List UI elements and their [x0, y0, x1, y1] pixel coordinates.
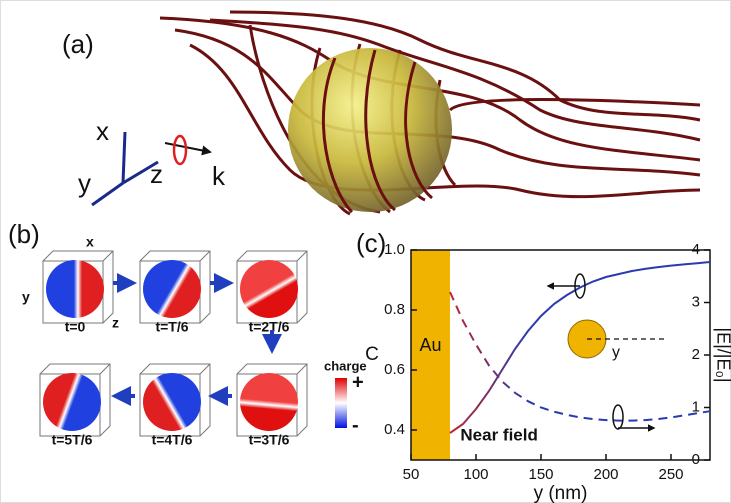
y2-tick-label: 3 [692, 293, 700, 310]
axis-label: z [150, 159, 163, 189]
y2-tick-label: 2 [692, 346, 700, 363]
annotation: Near field [460, 425, 537, 444]
axis-label: x [96, 116, 109, 146]
y-tick-label: 0.8 [384, 301, 405, 318]
y-tick-label: 0.4 [384, 421, 405, 438]
frame-label: t=5T/6 [52, 432, 93, 448]
y-tick-label: 1.0 [384, 241, 405, 258]
x-tick-label: 150 [528, 466, 553, 483]
y-tick-label: 0.6 [384, 361, 405, 378]
frame-label: t=T/6 [155, 319, 188, 335]
frame-label: t=2T/6 [249, 319, 290, 335]
axis-label: y [22, 289, 30, 305]
charge-sphere [240, 373, 298, 431]
panel-label: (a) [62, 29, 94, 59]
charge-sphere [46, 260, 104, 318]
panel-label: (b) [8, 219, 40, 249]
frame-label: t=3T/6 [249, 432, 290, 448]
frame-label: t=0 [65, 319, 86, 335]
axis-label: x [86, 234, 94, 250]
colorbar [335, 378, 347, 428]
panel-label: (c) [356, 228, 386, 258]
k-label: k [212, 161, 226, 191]
colorbar-max: + [352, 371, 364, 393]
y-axis-label: C [365, 344, 379, 365]
charge-sphere [143, 260, 201, 318]
frame-label: t=4T/6 [152, 432, 193, 448]
x-tick-label: 50 [403, 466, 420, 483]
axis-label: z [112, 315, 119, 331]
charge-sphere [43, 373, 101, 431]
region [411, 250, 450, 460]
charge-sphere [240, 260, 298, 318]
x-tick-label: 100 [463, 466, 488, 483]
y2-axis-label: |E|/|E₀| [713, 327, 731, 382]
region-label: Au [419, 335, 441, 355]
charge-sphere [143, 373, 201, 431]
axis-label: y [78, 168, 91, 198]
x-tick-label: 250 [658, 466, 683, 483]
x-tick-label: 200 [593, 466, 618, 483]
x-axis-label: y (nm) [534, 483, 588, 503]
inset-label: y [612, 344, 620, 361]
colorbar-min: - [352, 414, 359, 436]
figure: (a) x y z k (b) t=0 t=T/6 t=2T/6 t=3T/6 t=4T… [0, 0, 731, 503]
